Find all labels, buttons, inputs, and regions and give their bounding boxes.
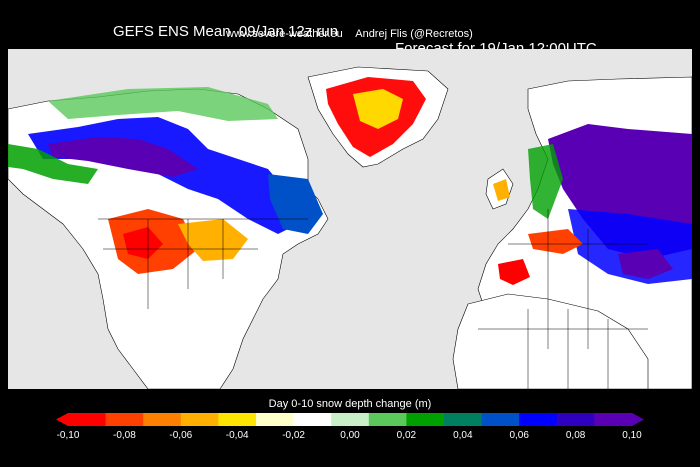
legend-tick-label: -0,06 bbox=[169, 430, 193, 441]
canada-green-band bbox=[8, 144, 98, 184]
colorbar-min-arrow bbox=[56, 413, 68, 426]
legend-tick-label: 0,02 bbox=[396, 430, 417, 441]
source-url: www.severe-weather.eu bbox=[226, 28, 343, 40]
colorbar-segment bbox=[218, 413, 257, 426]
map-canvas bbox=[8, 49, 692, 389]
colorbar-max-arrow bbox=[632, 413, 644, 426]
africa-land bbox=[452, 293, 649, 389]
legend-tick-label: 0,04 bbox=[453, 430, 473, 441]
colorbar-segment bbox=[444, 413, 483, 426]
colorbar-segment bbox=[256, 413, 295, 426]
greenland-snow-loss-light bbox=[353, 89, 403, 129]
legend-tick-label: 0,00 bbox=[340, 430, 360, 441]
iberia-snow-loss bbox=[498, 259, 530, 285]
arctic-green-band bbox=[48, 87, 278, 121]
plains-snow-loss bbox=[178, 219, 248, 261]
britain-snow-loss bbox=[493, 179, 510, 201]
colorbar-segment bbox=[368, 413, 407, 426]
europe-green-band bbox=[528, 144, 563, 219]
legend-tick-label: 0,10 bbox=[622, 430, 642, 441]
color-scale-bar bbox=[56, 413, 644, 426]
colorbar-segment bbox=[519, 413, 558, 426]
legend-tick-label: -0,10 bbox=[56, 430, 80, 441]
colorbar-segment bbox=[331, 413, 370, 426]
snow-depth-map bbox=[8, 49, 692, 389]
model-run-title: GEFS ENS Mean 09/Jan 12z run bbox=[113, 23, 339, 40]
legend-title: Day 0-10 snow depth change (m) bbox=[268, 398, 432, 410]
legend-tick-label: -0,04 bbox=[225, 430, 249, 441]
colorbar-segment bbox=[180, 413, 219, 426]
canada-snow-gain-purple bbox=[48, 137, 198, 177]
colorbar-segment bbox=[594, 413, 633, 426]
colorbar-segment bbox=[143, 413, 182, 426]
alps-snow-loss bbox=[528, 229, 583, 254]
legend-ticks: -0,10 -0,08 -0,06 -0,04 -0,02 0,00 0,02 0,04 0,0… bbox=[0, 430, 700, 444]
legend-tick-label: -0,08 bbox=[112, 430, 136, 441]
colorbar-segment bbox=[68, 413, 107, 426]
colorbar-segment bbox=[105, 413, 144, 426]
author-credit: Andrej Flis (@Recretos) bbox=[355, 28, 473, 40]
rockies-snow-loss bbox=[123, 227, 163, 259]
colorbar-segment bbox=[293, 413, 332, 426]
legend-tick-label: -0,02 bbox=[282, 430, 305, 441]
country-borders bbox=[98, 209, 648, 389]
legend-tick-label: 0,08 bbox=[565, 430, 586, 441]
colorbar-segment bbox=[556, 413, 595, 426]
colorbar-segment bbox=[406, 413, 445, 426]
credits: www.severe-weather.eu Andrej Flis (@Recr… bbox=[226, 28, 483, 40]
turkey-snow-gain bbox=[618, 249, 673, 279]
legend-tick-label: 0,06 bbox=[509, 430, 529, 441]
colorbar-segment bbox=[481, 413, 520, 426]
